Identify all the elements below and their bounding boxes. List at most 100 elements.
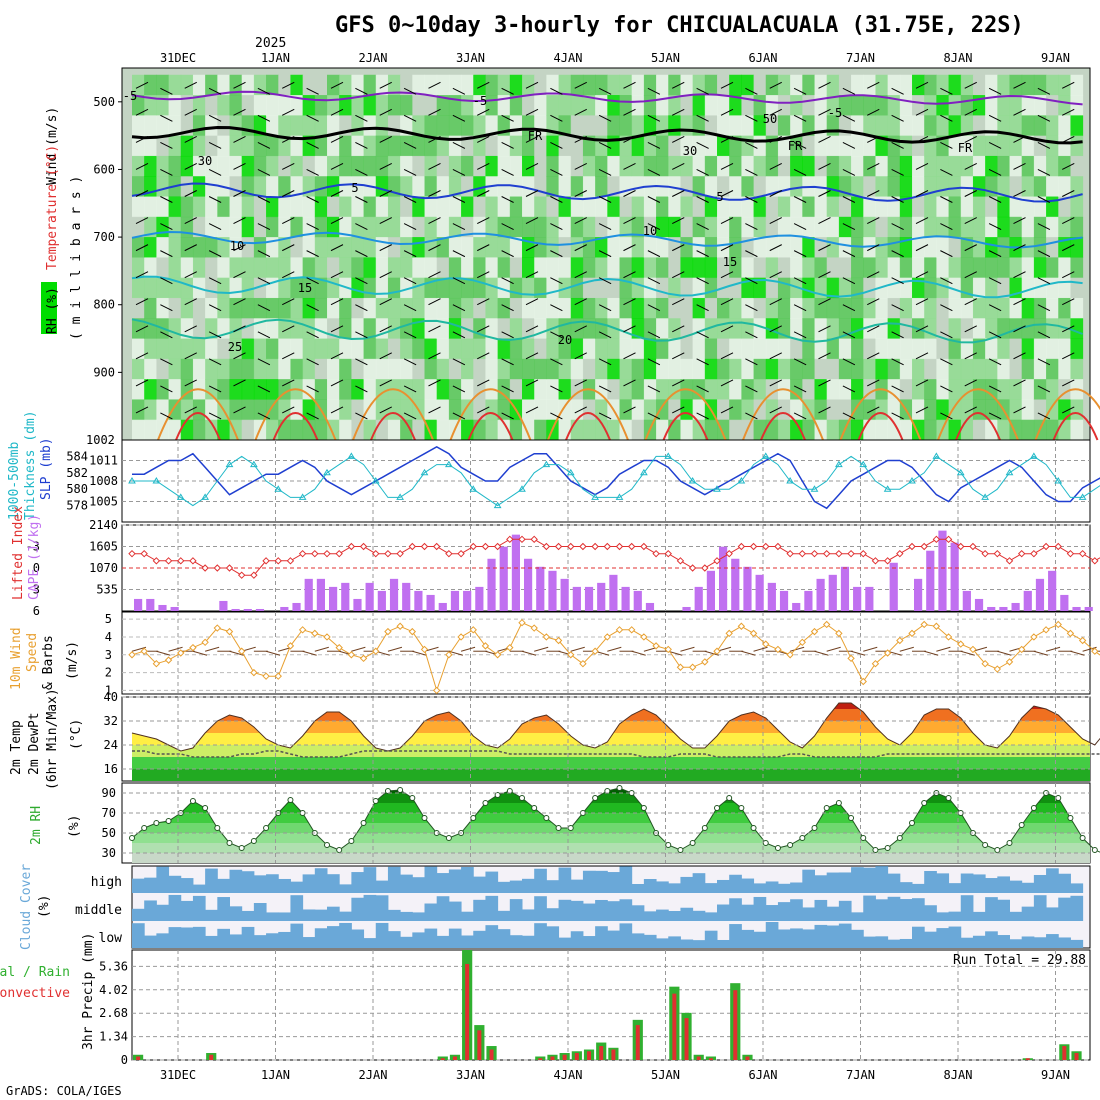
wind-barb bbox=[452, 412, 466, 420]
rh-cell bbox=[668, 135, 681, 157]
rh-cell bbox=[595, 419, 608, 441]
rh-marker bbox=[665, 842, 672, 848]
cape-bar bbox=[146, 598, 155, 611]
rh-cell bbox=[558, 358, 572, 380]
rh-cell bbox=[668, 257, 681, 279]
wind-barb bbox=[598, 331, 612, 339]
rh-cell bbox=[814, 419, 828, 441]
wind-speed-marker bbox=[506, 643, 514, 652]
wind-barb bbox=[1062, 108, 1075, 116]
rh-cell bbox=[985, 196, 998, 218]
li-marker bbox=[542, 542, 551, 551]
temperature-contour bbox=[131, 230, 1083, 249]
cape-bar bbox=[280, 606, 289, 611]
wind-barb bbox=[964, 217, 977, 225]
rh-cell bbox=[656, 237, 669, 258]
rh-cell bbox=[729, 379, 742, 400]
rh-cell bbox=[278, 419, 291, 441]
li-marker bbox=[457, 549, 465, 558]
wind-barb bbox=[891, 331, 904, 339]
rh-cell bbox=[985, 399, 998, 421]
surface-wind-barb bbox=[570, 646, 585, 652]
rh-cell bbox=[875, 338, 889, 360]
wind-barb bbox=[940, 412, 953, 420]
rh-cell bbox=[631, 419, 645, 441]
wind-barb bbox=[793, 277, 807, 285]
rh-marker bbox=[1006, 840, 1013, 846]
wind-barb bbox=[452, 114, 466, 122]
cloud-cell bbox=[936, 912, 950, 921]
wind-barb bbox=[915, 163, 929, 170]
wind-barb bbox=[769, 81, 782, 89]
wind-barb bbox=[940, 141, 953, 149]
lifted-index-label: Lifted Index bbox=[11, 506, 26, 600]
rh-cell bbox=[473, 74, 486, 96]
wind-barb bbox=[184, 406, 197, 414]
wind-barb bbox=[745, 114, 758, 122]
rh-cell bbox=[851, 318, 864, 340]
cape-bar bbox=[950, 542, 959, 611]
rh-cell bbox=[412, 338, 425, 360]
rh-cell bbox=[205, 257, 218, 279]
rh-cell bbox=[582, 74, 596, 96]
rh-cell bbox=[253, 176, 267, 198]
rh-cell bbox=[802, 318, 815, 340]
wind-barb bbox=[964, 298, 977, 306]
rh-cell bbox=[1070, 237, 1084, 258]
rh-marker bbox=[129, 835, 135, 841]
rh-cell bbox=[302, 277, 316, 299]
cloud-cell bbox=[387, 909, 401, 921]
surface-wind-barb bbox=[814, 650, 829, 656]
wind-barb bbox=[672, 325, 685, 333]
wind-barb bbox=[598, 358, 612, 366]
rh-cell bbox=[826, 399, 840, 421]
rh-cell bbox=[741, 338, 755, 360]
cloud-cell bbox=[546, 908, 560, 921]
rh-cell bbox=[826, 196, 840, 218]
rh-cell bbox=[960, 196, 974, 218]
rh-band bbox=[132, 833, 1090, 843]
thickness-marker bbox=[128, 477, 136, 484]
rh-cell bbox=[1021, 338, 1035, 360]
wind-barb bbox=[403, 169, 417, 176]
cape-bar bbox=[365, 582, 374, 611]
rh-cell bbox=[741, 196, 755, 218]
rh-cell bbox=[314, 237, 328, 258]
rh-cell bbox=[692, 237, 706, 258]
rh-marker bbox=[141, 825, 148, 831]
thickness-marker bbox=[761, 452, 770, 459]
rh-cell bbox=[997, 135, 1010, 157]
wind-barb bbox=[672, 135, 685, 143]
rh-cell bbox=[765, 297, 779, 319]
cape-bar bbox=[974, 598, 984, 611]
footer: GrADS: COLA/IGES bbox=[6, 1084, 122, 1098]
wind-barb bbox=[842, 412, 856, 420]
rh-cell bbox=[985, 297, 998, 319]
convective-bar bbox=[1062, 1046, 1067, 1060]
rh-cell bbox=[497, 297, 511, 319]
rh-cell bbox=[936, 237, 950, 258]
cloud-cell bbox=[972, 935, 986, 948]
cloud-cell bbox=[582, 936, 596, 948]
wind-barb bbox=[379, 190, 392, 197]
wind-barb bbox=[257, 412, 271, 420]
wind-barb bbox=[477, 108, 490, 116]
wind-barb bbox=[160, 277, 173, 285]
rh-cell bbox=[229, 358, 243, 380]
cloud-cell bbox=[960, 873, 974, 893]
cape-bar bbox=[584, 586, 594, 611]
wind-barb bbox=[550, 358, 563, 366]
precip-total-label: Total / Rain bbox=[0, 965, 70, 980]
rh-cell bbox=[497, 196, 511, 218]
wind-barb bbox=[330, 108, 344, 116]
cape-bar bbox=[389, 578, 399, 611]
wind-barb bbox=[452, 358, 466, 366]
rh-cell bbox=[936, 358, 950, 380]
wind-barb bbox=[379, 108, 392, 116]
rh-cell bbox=[534, 237, 547, 258]
wind-barb bbox=[135, 217, 149, 225]
thickness-marker bbox=[420, 468, 429, 476]
cape-tick: 535 bbox=[96, 583, 118, 597]
rh-cell bbox=[363, 196, 377, 218]
surface-wind-barb bbox=[924, 650, 939, 656]
